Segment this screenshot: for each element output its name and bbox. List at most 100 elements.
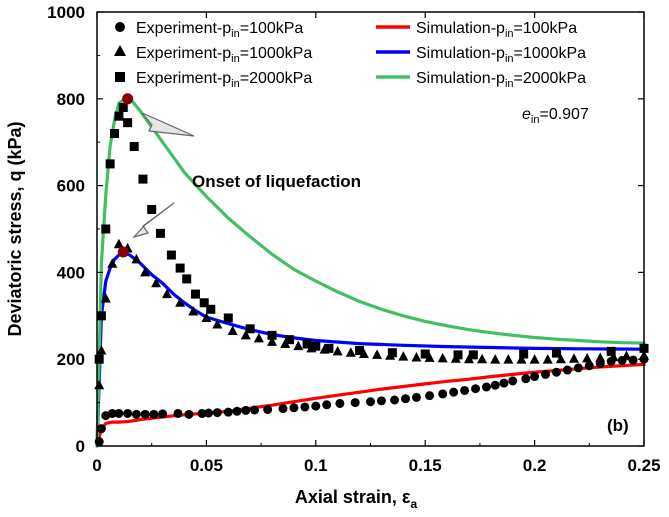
experiment-point-circle [562,365,572,375]
experiment-point-triangle [227,325,238,335]
experiment-point-triangle [332,345,343,356]
experiment-point-circle [530,372,540,382]
y-tick-label: 400 [57,263,85,282]
experiment-point-circle [471,384,481,394]
experiment-point-triangle [140,266,151,277]
experiment-point-triangle [595,352,606,362]
experiment-point-square [147,204,157,214]
experiment-point-triangle [516,354,527,364]
onset-arrow-upper [141,112,195,137]
experiment-point-triangle [477,353,488,364]
experiment-point-triangle [113,238,124,249]
ticks-layer: 0 0.05 0.1 0.15 0.2 0.25 0 200 400 600 800 1000 [47,3,660,475]
simulation-line-1 [95,362,646,448]
experiment-point-circle [350,398,360,408]
experiment-point-circle [96,424,106,434]
onset-point [122,93,134,105]
experiment-point-circle [114,408,124,418]
experiment-point-square [311,341,321,351]
experiment-point-square [245,324,255,334]
experiment-point-triangle [503,354,514,364]
experiment-point-circle [184,409,194,419]
experiment-point-triangle [582,352,593,363]
experiment-point-circle [521,374,531,384]
experiment-point-triangle [201,312,212,322]
experiment-point-square [606,346,616,356]
experiment-point-circle [197,408,207,418]
experiment-point-circle [584,361,594,371]
experiment-point-square [199,298,209,308]
experiment-point-square [182,274,192,284]
experiment-point-square [96,311,106,321]
experiment-point-circle [481,382,491,392]
experiment-point-circle [107,408,117,418]
x-tick-label: 0.1 [304,456,328,475]
experiment-point-circle [490,380,500,390]
x-tick-label: 0.15 [409,456,442,475]
experiment-point-triangle [490,354,501,364]
experiment-point-square [110,129,120,139]
y-tick-label: 600 [57,177,85,196]
experiment-point-circle [241,405,251,415]
x-tick-label: 0 [92,456,101,475]
experiment-point-square [453,350,463,360]
experiment-point-circle [173,408,183,418]
experiment-point-circle [158,409,168,419]
experiment-point-circle [232,406,242,416]
experiment-point-triangle [542,354,553,364]
experiment-point-square [223,313,233,323]
experiment-point-square [551,348,561,358]
experiment-point-triangle [175,297,186,307]
experiment-point-circle [573,363,583,373]
experiment-point-triangle [267,336,278,346]
experiment-point-circle [449,387,459,397]
experiment-point-circle [499,378,509,388]
experiment-point-square [138,174,148,184]
experiment-point-circle [123,408,133,418]
experiment-point-square [175,263,185,273]
experiment-point-circle [131,409,141,419]
experiment-point-triangle [96,345,107,355]
experiment-point-square [166,250,176,260]
experiment-point-triangle [293,340,304,351]
experiment-point-triangle [188,305,199,316]
experiment-point-circle [212,408,222,418]
experiment-point-square [101,224,111,234]
experiment-point-square [190,289,200,299]
experiment-point-square [206,304,216,314]
y-tick-label: 0 [76,437,85,456]
experiment-point-circle [140,409,150,419]
experiment-point-square [267,330,277,340]
experiment-point-circle [401,394,411,404]
simulation-line-3 [95,97,646,448]
experiment-point-circle [311,401,321,411]
experiment-point-triangle [437,352,448,363]
experiment-point-circle [204,408,214,418]
experiment-point-square [129,142,139,152]
x-tick-label: 0.05 [190,456,223,475]
experiment-point-triangle [372,349,383,359]
experiment-point-circle [376,396,386,406]
experiment-point-triangle [151,277,162,288]
experiment-point-circle [541,369,551,379]
panel-label: (b) [607,416,629,435]
experiment-point-circle [94,437,104,447]
experiment-point-circle [425,391,435,401]
experiment-point-square [355,346,365,356]
experiment-point-triangle [345,347,356,357]
experiment-point-circle [438,389,448,399]
experiment-point-triangle [608,351,619,362]
x-tick-label: 0.25 [627,456,660,475]
onset-arrows [132,112,195,239]
experiment-point-triangle [529,354,540,364]
e-in-label: ein=0.907 [522,106,589,126]
experiment-point-circle [300,402,310,412]
legend-label-exp-1000: Experiment-pin=1000kPa [136,45,312,65]
experiment-point-circle [250,405,260,415]
experiment-point-circle [289,403,299,413]
experiment-point-circle [628,355,638,365]
legend-marker-exp-100 [115,22,125,32]
experiment-point-triangle [100,292,111,303]
legend-label-sim-2000: Simulation-pin=2000kPa [416,70,586,90]
